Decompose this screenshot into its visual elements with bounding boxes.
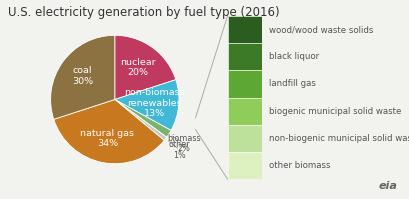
Text: biogenic municipal solid waste: biogenic municipal solid waste — [269, 107, 401, 116]
Text: natural gas
34%: natural gas 34% — [80, 129, 134, 148]
Text: wood/wood waste solids: wood/wood waste solids — [269, 25, 373, 34]
Bar — [227, 125, 262, 152]
Wedge shape — [115, 100, 166, 140]
Bar — [227, 98, 262, 125]
Text: other
1%: other 1% — [169, 140, 190, 160]
Wedge shape — [115, 35, 175, 100]
Text: eia: eia — [378, 181, 397, 191]
Text: black liquor: black liquor — [269, 52, 319, 61]
Text: coal
30%: coal 30% — [72, 66, 93, 86]
Text: landfill gas: landfill gas — [269, 79, 316, 88]
Text: non-biomass
renewables
13%: non-biomass renewables 13% — [124, 88, 184, 118]
Wedge shape — [50, 35, 115, 119]
Bar — [227, 70, 262, 98]
Wedge shape — [54, 100, 164, 164]
Bar — [227, 43, 262, 70]
Text: U.S. electricity generation by fuel type (2016): U.S. electricity generation by fuel type… — [8, 6, 279, 19]
Text: other biomass: other biomass — [269, 161, 330, 170]
Text: biomass
2%: biomass 2% — [167, 134, 200, 153]
Wedge shape — [115, 100, 171, 137]
Bar — [227, 152, 262, 179]
Bar — [227, 16, 262, 43]
Text: nuclear
20%: nuclear 20% — [120, 58, 156, 77]
Wedge shape — [115, 80, 179, 130]
Text: non-biogenic municipal solid waste: non-biogenic municipal solid waste — [269, 134, 409, 143]
